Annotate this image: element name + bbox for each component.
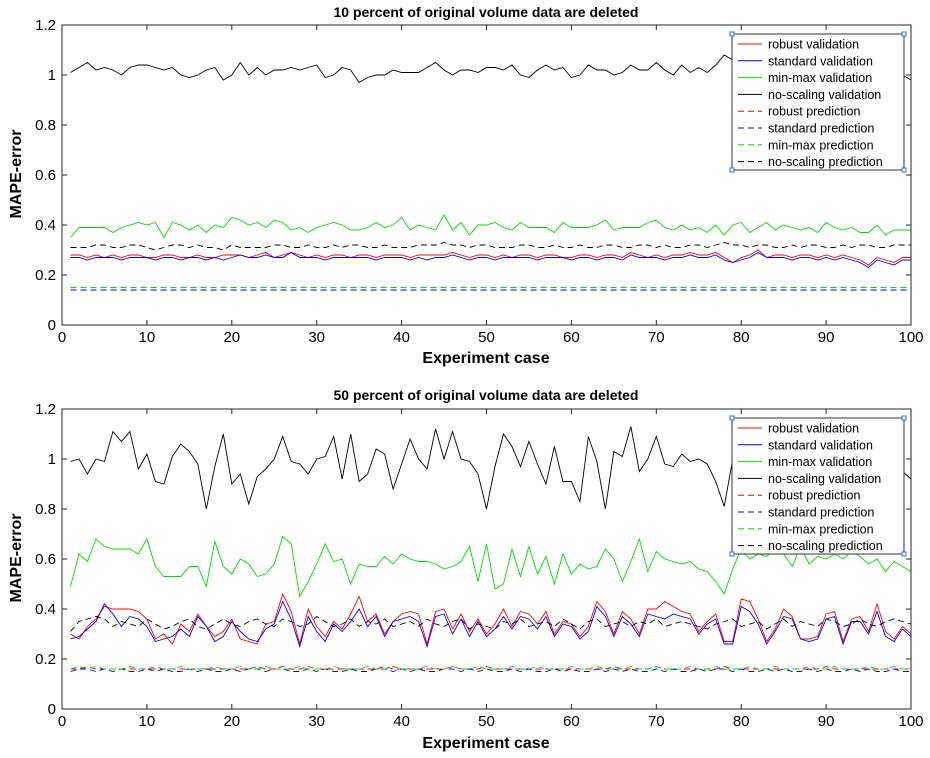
bottom-chart-legend-label-5: standard prediction — [768, 506, 874, 520]
top-chart-legend-label-6: min-max prediction — [768, 138, 874, 152]
top-chart-xtick-label-1: 10 — [139, 329, 156, 346]
top-chart-legend-label-0: robust validation — [768, 38, 859, 52]
bottom-chart-xtick-label-3: 30 — [308, 713, 325, 730]
bottom-chart-ytick-label-2: 0.4 — [35, 601, 56, 618]
top-chart-legend-handle-1[interactable] — [901, 31, 907, 37]
bottom-chart-xtick-label-4: 40 — [393, 713, 410, 730]
bottom-chart-legend-label-3: no-scaling validation — [768, 472, 881, 486]
top-chart-series-line-2 — [70, 214, 911, 239]
bottom-chart-xtick-label-0: 0 — [58, 713, 66, 730]
top-chart-panel: 10 percent of original volume data are d… — [8, 4, 924, 367]
bottom-chart-legend-label-2: min-max validation — [768, 455, 872, 469]
top-chart-legend-handle-0[interactable] — [729, 31, 735, 37]
top-chart-xtick-label-5: 50 — [478, 329, 495, 346]
bottom-chart-xtick-label-6: 60 — [563, 713, 580, 730]
bottom-chart-xtick-label-9: 90 — [818, 713, 835, 730]
bottom-chart-legend-handle-1[interactable] — [901, 415, 907, 421]
bottom-chart-series-line-0 — [70, 592, 912, 646]
bottom-chart-ytick-label-5: 1 — [48, 451, 56, 468]
bottom-chart-xtick-label-5: 50 — [478, 713, 495, 730]
bottom-chart-xtick-label-7: 70 — [648, 713, 665, 730]
bottom-chart-legend-handle-3[interactable] — [901, 551, 907, 557]
bottom-chart-legend-handle-0[interactable] — [729, 415, 735, 421]
top-chart-xtick-label-6: 60 — [563, 329, 580, 346]
top-chart-series-line-7 — [70, 242, 911, 251]
bottom-chart-xtick-label-2: 20 — [223, 713, 240, 730]
top-chart-legend-label-4: robust prediction — [768, 105, 860, 119]
top-chart-ytick-label-0: 0 — [48, 317, 56, 334]
bottom-chart-legend-box — [731, 417, 905, 555]
top-chart-legend: robust validation standard validation min-… — [729, 31, 907, 173]
bottom-chart-series-line-5 — [70, 668, 911, 672]
top-chart-title: 10 percent of original volume data are d… — [334, 4, 639, 20]
top-chart-series-group — [70, 54, 912, 291]
top-chart-legend-label-2: min-max validation — [768, 71, 872, 85]
top-chart-ytick-label-6: 1.2 — [35, 17, 56, 34]
bottom-chart-ytick-label-1: 0.2 — [35, 651, 56, 668]
bottom-chart-series-line-4 — [70, 666, 911, 670]
top-chart-series-line-0 — [70, 249, 911, 266]
top-chart-legend-label-5: standard prediction — [768, 122, 874, 136]
top-chart-xtick-label-3: 30 — [308, 329, 325, 346]
bottom-chart-series-line-1 — [70, 600, 912, 649]
top-chart-ytick-label-3: 0.6 — [35, 167, 56, 184]
bottom-chart-legend-label-4: robust prediction — [768, 489, 860, 503]
bottom-chart-legend-label-1: standard validation — [768, 438, 873, 452]
top-chart-legend-box — [731, 33, 905, 171]
top-chart-legend-handle-3[interactable] — [901, 167, 907, 173]
bottom-chart-legend-label-7: no-scaling prediction — [768, 539, 883, 553]
bottom-chart-legend-label-0: robust validation — [768, 422, 859, 436]
top-chart-xtick-label-9: 90 — [818, 329, 835, 346]
top-chart-xtick-label-4: 40 — [393, 329, 410, 346]
bottom-chart-ytick-label-6: 1.2 — [35, 401, 56, 418]
top-chart-legend-handle-2[interactable] — [729, 167, 735, 173]
bottom-chart-legend: robust validation standard validation min-… — [729, 415, 907, 557]
top-chart-legend-label-3: no-scaling validation — [768, 88, 881, 102]
bottom-chart-xtick-label-8: 80 — [733, 713, 750, 730]
bottom-chart-series-line-7 — [70, 615, 912, 632]
top-chart-ytick-label-1: 0.2 — [35, 267, 56, 284]
top-chart-ytick-label-5: 1 — [48, 67, 56, 84]
bottom-chart-xlabel: Experiment case — [422, 735, 549, 752]
bottom-chart-ytick-label-4: 0.8 — [35, 501, 56, 518]
top-chart-legend-label-7: no-scaling prediction — [768, 155, 883, 169]
bottom-chart-ytick-label-0: 0 — [48, 701, 56, 718]
top-chart-series-line-1 — [70, 251, 911, 269]
top-chart-xlabel: Experiment case — [422, 350, 549, 367]
top-chart-xtick-label-0: 0 — [58, 329, 66, 346]
top-chart-ylabel: MAPE-error — [8, 130, 25, 219]
bottom-chart-legend-label-6: min-max prediction — [768, 522, 874, 536]
bottom-chart-ytick-label-3: 0.6 — [35, 551, 56, 568]
top-chart-xtick-label-7: 70 — [648, 329, 665, 346]
bottom-chart-xtick-label-10: 100 — [898, 713, 923, 730]
top-chart-xtick-label-2: 20 — [223, 329, 240, 346]
top-chart-xtick-label-10: 100 — [898, 329, 923, 346]
bottom-chart-legend-handle-2[interactable] — [729, 551, 735, 557]
bottom-chart-panel: 50 percent of original volume data are d… — [8, 387, 924, 752]
bottom-chart-ylabel: MAPE-error — [8, 514, 25, 603]
top-chart-ytick-label-2: 0.4 — [35, 217, 56, 234]
bottom-chart-series-line-6 — [70, 666, 911, 670]
bottom-chart-xtick-label-1: 10 — [139, 713, 156, 730]
bottom-chart-title: 50 percent of original volume data are d… — [334, 387, 639, 403]
top-chart-xtick-label-8: 80 — [733, 329, 750, 346]
top-chart-legend-label-1: standard validation — [768, 54, 873, 68]
top-chart-ytick-label-4: 0.8 — [35, 117, 56, 134]
